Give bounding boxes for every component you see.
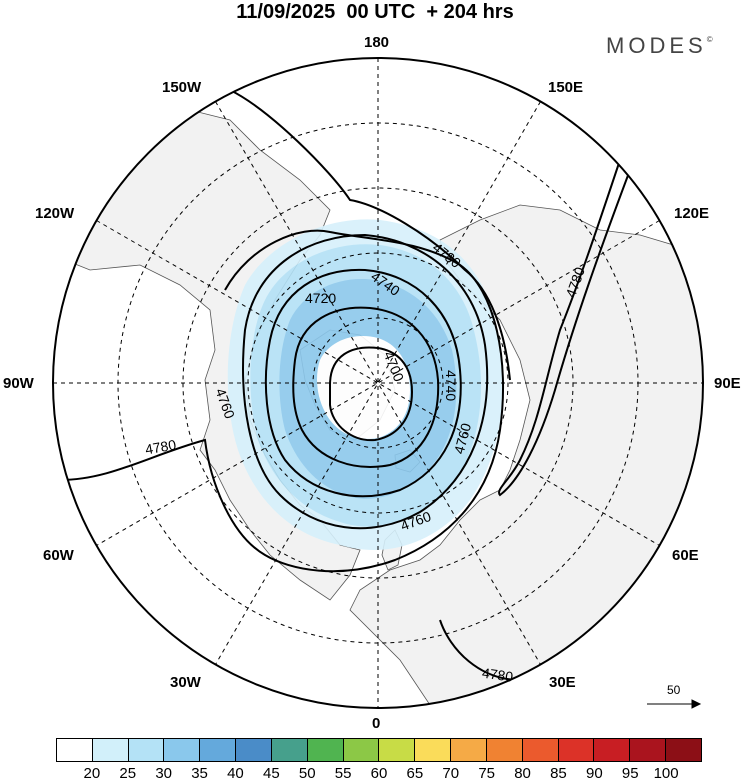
meridian-label-60w: 60W [43, 547, 74, 564]
colorbar-swatch [343, 739, 380, 761]
meridian-label-90e: 90E [714, 375, 741, 392]
colorbar-swatch [451, 739, 487, 761]
colorbar-tick-label: 95 [621, 765, 639, 782]
colorbar-swatch [164, 739, 201, 761]
meridian-label-30e: 30E [549, 674, 576, 691]
colorbar-tick-label: 65 [406, 765, 424, 782]
colorbar-swatch [200, 739, 237, 761]
colorbar-swatch [558, 739, 595, 761]
colorbar-tick-label: 100 [653, 765, 679, 782]
colorbar-tick-label: 30 [155, 765, 172, 782]
meridian-label-180: 180 [364, 34, 390, 51]
contour-label: 4780 [481, 665, 514, 685]
colorbar-tick-label: 75 [478, 765, 495, 782]
meridian-label-0: 0 [372, 715, 381, 732]
brand-name: MODES [606, 33, 707, 58]
meridian-label-120w: 120W [35, 205, 75, 222]
colorbar-swatch [594, 739, 631, 761]
height-contours [59, 89, 701, 682]
meridian-label-30w: 30W [170, 674, 201, 691]
colorbar-swatch [666, 739, 701, 761]
wind-shading [227, 219, 503, 550]
contour-label: 4760 [451, 421, 475, 455]
brand-logo: MODES© [606, 33, 713, 59]
meridian-label-120e: 120E [674, 205, 710, 222]
contour-label: 4740 [443, 370, 459, 401]
colorbar-swatch [307, 739, 344, 761]
colorbar-swatch [271, 739, 308, 761]
colorbar-swatch [57, 739, 93, 761]
colorbar-tick-label: 55 [334, 765, 352, 782]
colorbar-tick-label: 25 [119, 765, 137, 782]
colorbar [56, 738, 702, 762]
wind-scale-label: 50 [667, 683, 681, 697]
colorbar-tick-label: 60 [370, 765, 388, 782]
colorbar-swatch [92, 739, 129, 761]
contour-label: 4720 [305, 290, 336, 306]
colorbar-tick-label: 40 [227, 765, 244, 782]
contour-label: 4780 [144, 436, 178, 457]
colorbar-swatch [415, 739, 452, 761]
copyright-mark: © [706, 35, 713, 44]
map-title: 11/09/2025 00 UTC + 204 hrs [236, 1, 514, 23]
colorbar-swatch [236, 739, 272, 761]
colorbar-tick-label: 45 [262, 765, 280, 782]
colorbar-swatch [522, 739, 559, 761]
colorbar-tick-label: 70 [442, 765, 460, 782]
colorbar-ticks: 20 25 30 35 40 45 50 55 60 65 70 75 80 85 90 95 100 [0, 766, 750, 782]
meridian-label-150e: 150E [548, 79, 584, 96]
colorbar-swatch [379, 739, 416, 761]
colorbar-tick-label: 85 [550, 765, 567, 782]
map-border [52, 57, 704, 709]
wind-scale-arrow-icon [647, 699, 702, 709]
colorbar-swatch [630, 739, 667, 761]
colorbar-tick-label: 50 [298, 765, 316, 782]
meridian-label-150w: 150W [162, 79, 202, 96]
colorbar-swatch [486, 739, 523, 761]
meridian-label-90w: 90W [3, 375, 34, 392]
colorbar-tick-label: 90 [585, 765, 603, 782]
colorbar-swatch [128, 739, 165, 761]
colorbar-tick-label: 35 [191, 765, 208, 782]
meridian-label-60e: 60E [672, 547, 699, 564]
colorbar-tick-label: 20 [83, 765, 101, 782]
colorbar-tick-label: 80 [514, 765, 531, 782]
